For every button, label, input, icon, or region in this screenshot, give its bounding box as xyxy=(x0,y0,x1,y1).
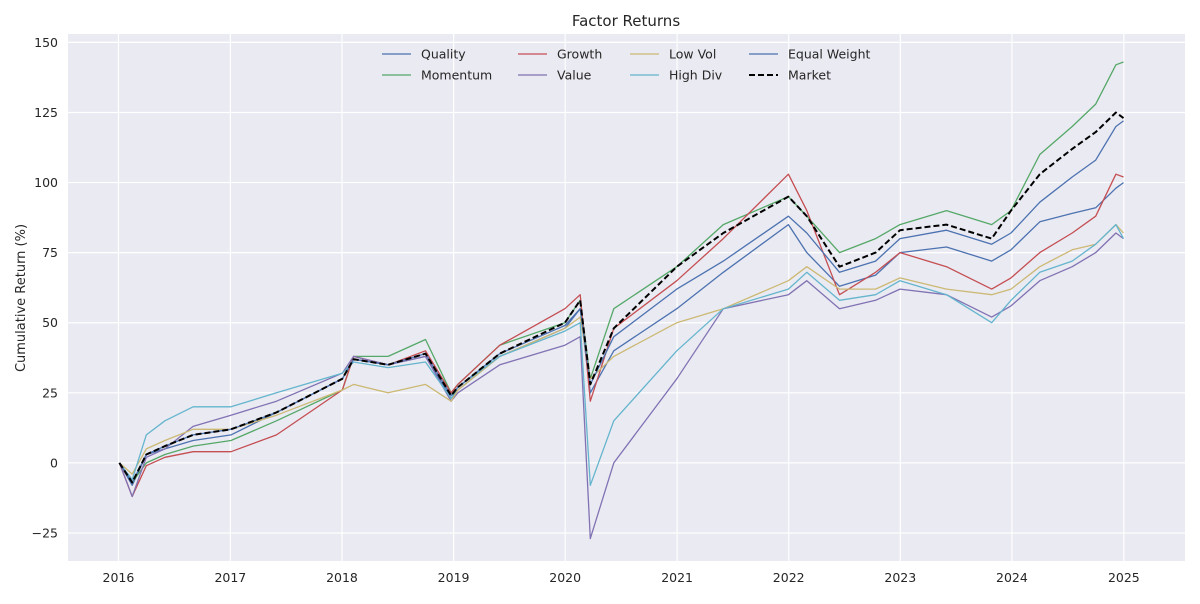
x-tick-label: 2021 xyxy=(661,570,693,585)
y-tick-label: −25 xyxy=(32,525,58,540)
y-tick-label: 100 xyxy=(34,175,58,190)
x-tick-label: 2019 xyxy=(438,570,470,585)
x-axis-ticks: 2016 2017 2018 2019 2020 2021 2022 2023 2024 2025 xyxy=(103,570,1140,585)
y-tick-label: 150 xyxy=(34,35,58,50)
legend-label: Quality xyxy=(421,47,466,62)
x-tick-label: 2023 xyxy=(884,570,916,585)
y-tick-label: 0 xyxy=(50,455,58,470)
series-line-high-div xyxy=(118,223,1125,486)
legend-label: Momentum xyxy=(421,68,492,83)
y-tick-label: 125 xyxy=(34,105,58,120)
x-tick-label: 2022 xyxy=(773,570,805,585)
series-line-market xyxy=(118,111,1125,484)
series-line-low-vol xyxy=(118,223,1124,475)
chart-title: Factor Returns xyxy=(572,12,680,30)
x-tick-label: 2018 xyxy=(326,570,358,585)
x-tick-label: 2016 xyxy=(103,570,135,585)
y-axis-label: Cumulative Return (%) xyxy=(14,224,29,372)
series-line-growth xyxy=(118,173,1124,498)
y-tick-label: 50 xyxy=(42,315,58,330)
x-tick-label: 2024 xyxy=(996,570,1028,585)
plot-background xyxy=(68,34,1185,561)
x-tick-label: 2025 xyxy=(1108,570,1140,585)
y-tick-label: 25 xyxy=(42,385,58,400)
legend-label: Equal Weight xyxy=(788,47,871,62)
x-tick-label: 2017 xyxy=(214,570,246,585)
grid-lines xyxy=(68,34,1185,561)
series-lines xyxy=(118,61,1125,540)
series-line-quality xyxy=(118,182,1124,486)
series-line-value xyxy=(118,232,1124,540)
legend-label: Market xyxy=(788,68,831,83)
legend-label: Value xyxy=(557,68,592,83)
legend: Quality Momentum Growth Value Low Vol High Di… xyxy=(382,47,871,83)
y-axis-ticks: −25 0 25 50 75 100 125 150 xyxy=(32,35,58,541)
x-tick-label: 2020 xyxy=(549,570,581,585)
y-tick-label: 75 xyxy=(42,245,58,260)
legend-label: Low Vol xyxy=(669,47,716,62)
legend-label: High Div xyxy=(669,68,723,83)
legend-label: Growth xyxy=(557,47,602,62)
